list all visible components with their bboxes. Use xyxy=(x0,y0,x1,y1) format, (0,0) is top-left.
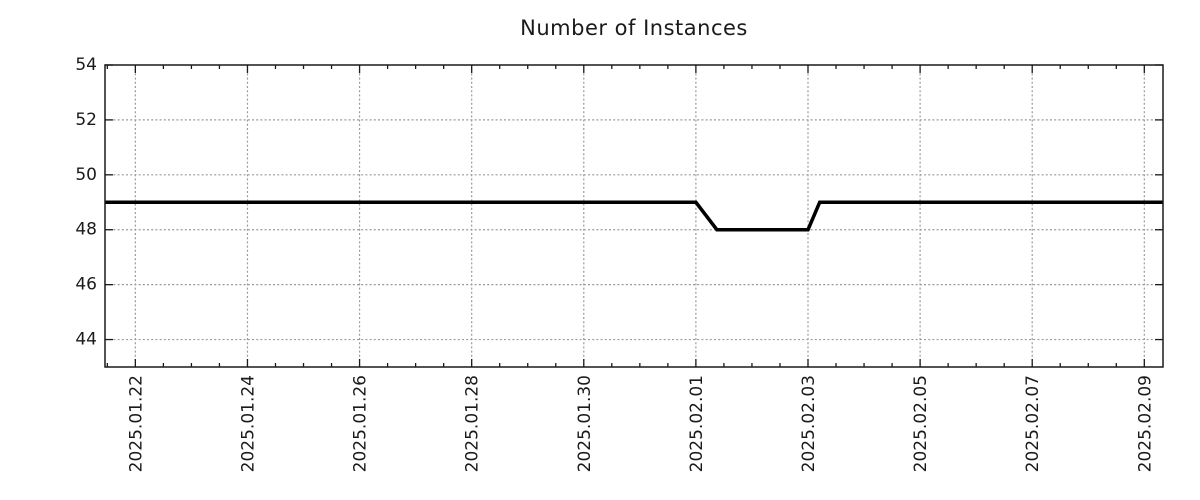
y-tick-label: 54 xyxy=(75,55,97,75)
series-line xyxy=(105,200,1163,232)
plot-border xyxy=(104,64,1164,368)
x-tick-label: 2025.02.09 xyxy=(1135,375,1155,472)
y-tick-label: 44 xyxy=(75,330,97,350)
x-tick-label: 2025.02.03 xyxy=(799,375,819,472)
x-tick-label: 2025.02.01 xyxy=(687,375,707,472)
y-tick-label: 52 xyxy=(75,110,97,130)
x-tick-label: 2025.01.26 xyxy=(351,375,371,472)
x-tick-label: 2025.02.07 xyxy=(1023,375,1043,472)
y-tick-label: 48 xyxy=(75,220,97,240)
x-tick-label: 2025.02.05 xyxy=(911,375,931,472)
x-tick-label: 2025.01.22 xyxy=(126,375,146,472)
x-tick-label: 2025.01.28 xyxy=(463,375,483,472)
y-tick-label: 50 xyxy=(75,165,97,185)
x-tick-label: 2025.01.30 xyxy=(575,375,595,472)
x-tick-label: 2025.01.24 xyxy=(238,375,258,472)
y-tick-label: 46 xyxy=(75,275,97,295)
chart-title: Number of Instances xyxy=(520,16,748,40)
